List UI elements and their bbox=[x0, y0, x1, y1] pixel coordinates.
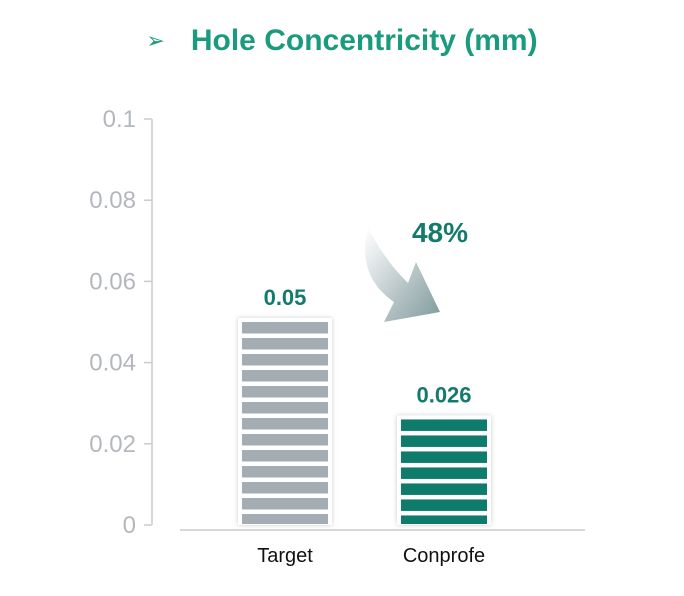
x-category-label: Target bbox=[257, 545, 313, 567]
reduction-percent-label: 48% bbox=[412, 217, 468, 248]
x-category-label: Conprofe bbox=[403, 545, 485, 567]
arrow-bullet-icon: ➢ bbox=[146, 28, 165, 54]
y-tick-label: 0.02 bbox=[89, 431, 136, 458]
y-tick-label: 0.04 bbox=[89, 350, 136, 377]
bars: 0.05 0.026 bbox=[238, 285, 491, 525]
reduction-annotation: 48% bbox=[365, 217, 468, 322]
bar: 0.05 bbox=[238, 285, 332, 525]
chart-title-text: Hole Concentricity (mm) bbox=[190, 24, 538, 57]
y-tick-label: 0.06 bbox=[89, 268, 136, 295]
curved-down-arrow-icon bbox=[365, 228, 440, 322]
y-tick-label: 0.08 bbox=[89, 187, 136, 214]
x-axis: Target Conprofe bbox=[180, 529, 585, 567]
bar-value-label: 0.026 bbox=[416, 382, 471, 407]
bar-value-label: 0.05 bbox=[264, 285, 307, 310]
bar: 0.026 bbox=[397, 382, 491, 525]
chart-title: ➢ Hole Concentricity (mm) bbox=[0, 18, 684, 64]
y-axis: 0 0.02 0.04 0.06 0.08 0.1 bbox=[89, 106, 153, 539]
y-tick-label: 0 bbox=[123, 512, 136, 539]
y-tick-label: 0.1 bbox=[103, 106, 136, 133]
